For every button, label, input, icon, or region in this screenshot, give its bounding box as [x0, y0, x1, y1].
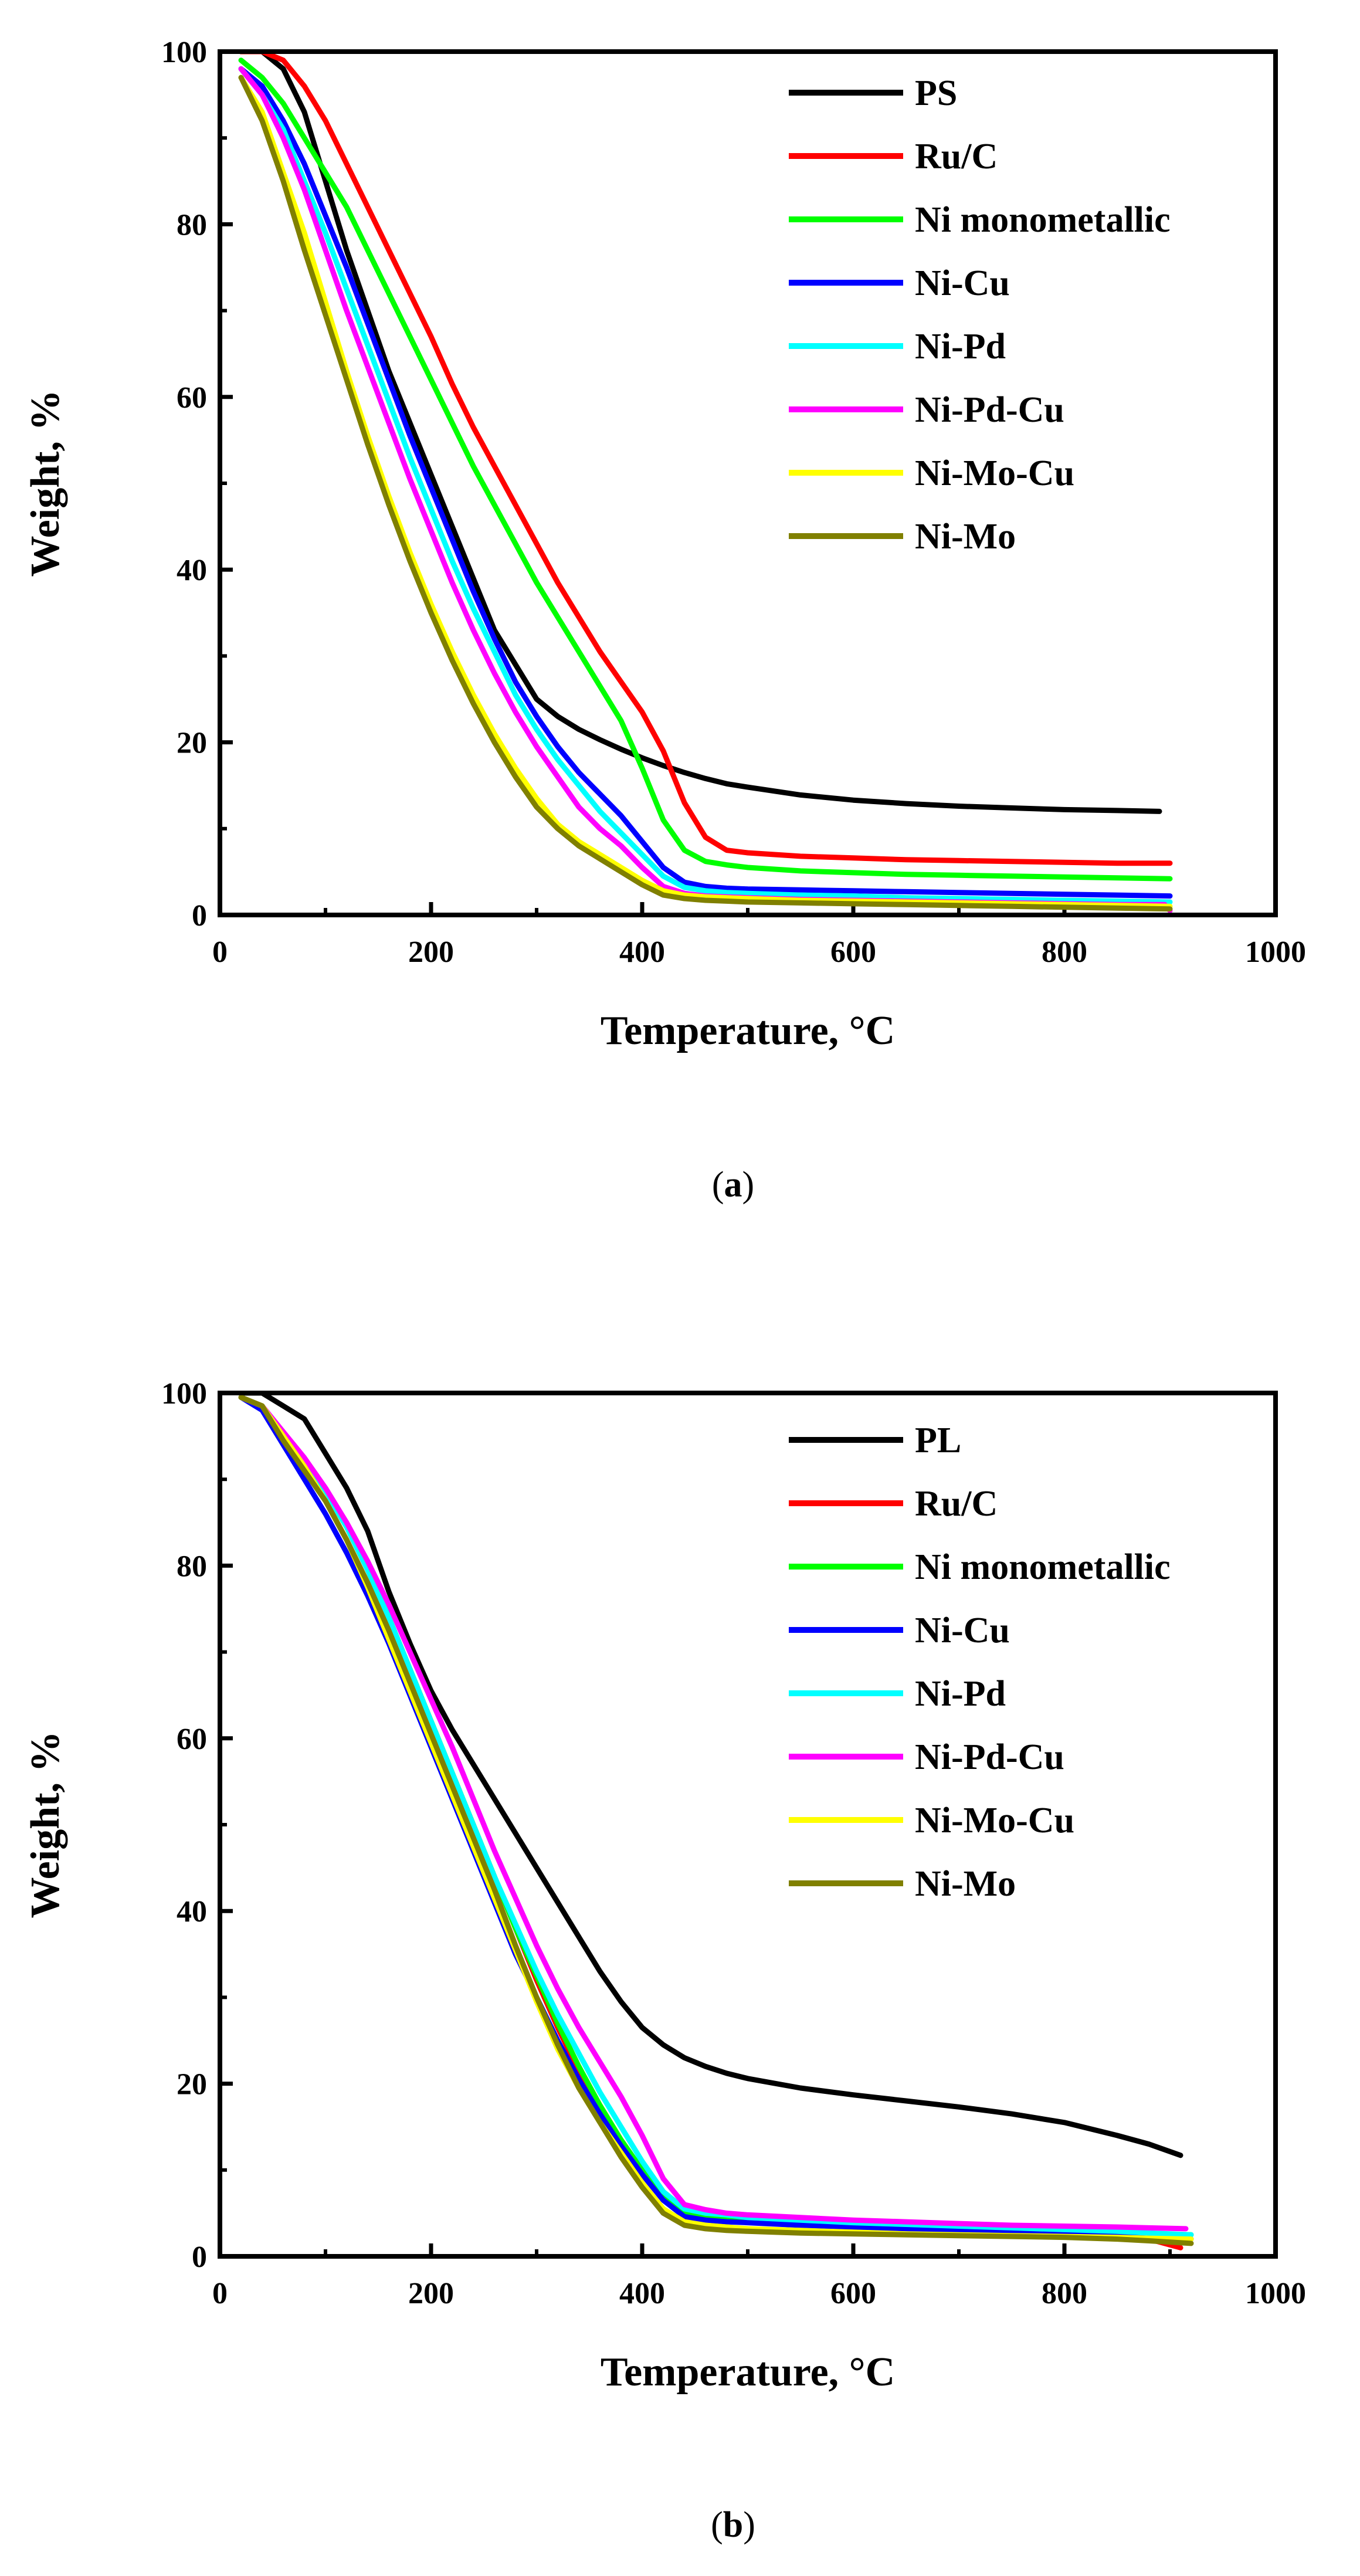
x-tick-label: 400 [619, 2277, 665, 2310]
y-axis-title: Weight, % [23, 1731, 68, 1919]
panel-caption: (a) [712, 1165, 754, 1205]
legend-label: PL [915, 1421, 961, 1460]
plot-frame [218, 1391, 1278, 2259]
y-tick-label: 60 [177, 1723, 207, 1756]
y-tick-label: 0 [192, 2241, 207, 2274]
x-axis-title: Temperature, °C [601, 2350, 895, 2395]
y-tick-label: 100 [161, 1377, 207, 1411]
legend-label: PS [915, 73, 957, 113]
legend-label: Ni-Pd-Cu [915, 1737, 1064, 1777]
y-tick-label: 20 [177, 727, 207, 760]
series-line-ni-cu [238, 1394, 1194, 2242]
series-line-pl [238, 1393, 1183, 2158]
legend-label: Ni-Cu [915, 1611, 1010, 1650]
panel-caption: (b) [711, 2505, 755, 2545]
x-tick-label: 200 [408, 936, 454, 969]
legend-label: Ni-Pd [915, 327, 1006, 367]
y-axis-title: Weight, % [23, 390, 68, 577]
x-tick-label: 0 [212, 936, 228, 969]
y-tick-label: 0 [192, 899, 207, 933]
x-tick-label: 1000 [1245, 936, 1306, 969]
x-tick-label: 200 [408, 2277, 454, 2310]
x-tick-label: 1000 [1245, 2277, 1306, 2310]
x-tick-label: 600 [830, 2277, 876, 2310]
y-tick-label: 60 [177, 381, 207, 415]
y-tick-label: 40 [177, 554, 207, 587]
panel-b: 0 200 400 600 800 1000 0 20 40 60 80 100 Temperature… [23, 1377, 1306, 2545]
y-tick-label: 80 [177, 1550, 207, 1583]
series-line-ni-cu [238, 66, 1173, 899]
panel-caption-letter: a [724, 1165, 742, 1205]
legend-label: Ni-Mo [915, 1864, 1016, 1904]
legend-label: Ni-Cu [915, 263, 1010, 303]
legend-label: Ni monometallic [915, 200, 1171, 240]
series-line-ni-mo [238, 74, 1173, 912]
x-tick-label: 600 [830, 936, 876, 969]
legend-label: Ni-Mo-Cu [915, 453, 1074, 493]
series-line-ni-pd-cu [238, 1394, 1189, 2232]
x-axis-title: Temperature, °C [601, 1008, 895, 1053]
series-line-ni-pd [238, 66, 1173, 905]
panel-caption-letter: b [723, 2505, 743, 2545]
panel-a: 0 200 400 600 800 1000 0 20 40 60 80 100 Temperature… [23, 36, 1306, 1205]
plot-frame [218, 49, 1278, 917]
x-tick-label: 400 [619, 936, 665, 969]
x-tick-label: 0 [212, 2277, 228, 2310]
legend-label: Ni-Pd-Cu [915, 390, 1064, 430]
x-tick-label: 800 [1042, 2277, 1087, 2310]
legend-label: Ni-Mo-Cu [915, 1801, 1074, 1841]
y-tick-label: 80 [177, 208, 207, 242]
legend-label: Ni-Pd [915, 1674, 1006, 1714]
legend-label: Ni-Mo [915, 517, 1016, 557]
legend-label: Ni monometallic [915, 1547, 1171, 1587]
x-tick-label: 800 [1042, 936, 1087, 969]
y-tick-label: 40 [177, 1895, 207, 1928]
series-line-ni-mo [238, 1394, 1194, 2246]
legend-label: Ru/C [915, 137, 998, 177]
series-line-ni-monometallic [238, 57, 1173, 882]
y-tick-label: 100 [161, 36, 207, 69]
series-line-ps [238, 52, 1162, 814]
legend-label: Ru/C [915, 1484, 998, 1524]
y-tick-label: 20 [177, 2068, 207, 2102]
series-line-ru-c [238, 52, 1173, 866]
